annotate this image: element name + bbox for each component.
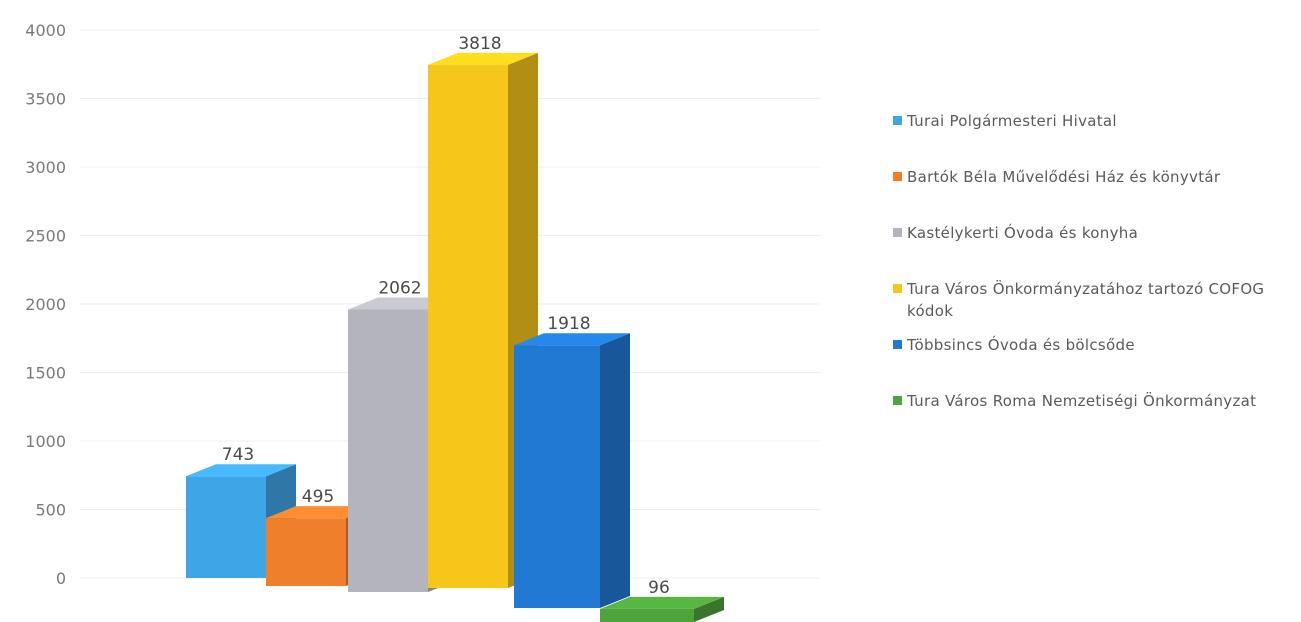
bar [514,333,630,608]
bar-front [428,64,508,588]
legend-label: Tura Város Roma Nemzetiségi Önkormányzat [907,392,1257,410]
data-label: 3818 [458,34,501,54]
bar-front [514,345,600,608]
data-labels: 743 495 2062 3818 1918 96 [222,34,670,598]
legend-swatch [893,172,902,181]
legend-label: Többsincs Óvoda és bölcsőde [907,336,1135,354]
bar-front [348,309,428,592]
legend-item: Tura Város Roma Nemzetiségi Önkormányzat [893,390,1293,446]
bars [186,52,724,622]
data-label: 1918 [547,314,590,334]
legend-label: Bartók Béla Művelődési Ház és könyvtár [907,168,1221,186]
y-tick-label: 3000 [25,158,66,177]
legend-label: Kastélykerti Óvoda és konyha [907,224,1139,242]
data-label: 96 [648,578,670,598]
y-tick-label: 1000 [25,432,66,451]
legend-swatch [893,396,902,405]
y-tick-label: 3500 [25,90,66,109]
data-label: 2062 [378,279,421,299]
legend-item: Többsincs Óvoda és bölcsőde [893,334,1293,390]
y-tick-label: 500 [35,501,66,520]
bar-top [186,464,296,477]
legend-swatch [893,340,902,349]
legend-item: Tura Város Önkormányzatához tartozó COFO… [893,278,1293,334]
legend-swatch [893,284,902,293]
bar-top [600,596,724,609]
legend-item: Bartók Béla Művelődési Ház és könyvtár [893,166,1293,222]
y-tick-label: 2500 [25,227,66,246]
bar-top [514,333,630,346]
y-axis-ticks: 0 500 1000 1500 2000 2500 3000 3500 4000 [25,21,66,588]
legend-swatch [893,116,902,125]
bar-front [266,518,346,586]
bar-front [186,476,266,578]
data-label: 743 [222,445,254,465]
y-tick-label: 0 [56,569,66,588]
y-tick-label: 2000 [25,295,66,314]
bar-side [600,333,630,608]
legend-label: Turai Polgármesteri Hivatal [907,112,1117,130]
bar-side [694,596,724,622]
legend-item: Kastélykerti Óvoda és konyha [893,222,1293,278]
chart-plot: 0 500 1000 1500 2000 2500 3000 3500 4000 743 495 2… [25,21,820,622]
bar-top [428,52,538,65]
y-tick-label: 4000 [25,21,66,40]
y-tick-label: 1500 [25,364,66,383]
legend-swatch [893,228,902,237]
legend-item: Turai Polgármesteri Hivatal [893,110,1293,166]
legend: Turai Polgármesteri Hivatal Bartók Béla … [893,110,1293,446]
data-label: 495 [302,487,334,507]
bar-front [600,608,694,622]
bar [600,596,724,622]
legend-label: Tura Város Önkormányzatához tartozó COFO… [907,280,1265,320]
